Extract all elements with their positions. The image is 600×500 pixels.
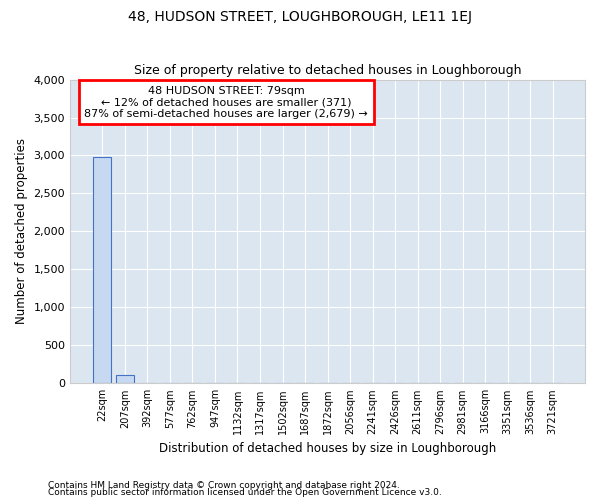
Text: Contains HM Land Registry data © Crown copyright and database right 2024.: Contains HM Land Registry data © Crown c…: [48, 480, 400, 490]
Text: Contains public sector information licensed under the Open Government Licence v3: Contains public sector information licen…: [48, 488, 442, 497]
Text: 48, HUDSON STREET, LOUGHBOROUGH, LE11 1EJ: 48, HUDSON STREET, LOUGHBOROUGH, LE11 1E…: [128, 10, 472, 24]
X-axis label: Distribution of detached houses by size in Loughborough: Distribution of detached houses by size …: [159, 442, 496, 455]
Y-axis label: Number of detached properties: Number of detached properties: [15, 138, 28, 324]
Bar: [116, 375, 134, 384]
Bar: [94, 157, 112, 384]
Title: Size of property relative to detached houses in Loughborough: Size of property relative to detached ho…: [134, 64, 521, 77]
Text: 48 HUDSON STREET: 79sqm
← 12% of detached houses are smaller (371)
87% of semi-d: 48 HUDSON STREET: 79sqm ← 12% of detache…: [85, 86, 368, 119]
